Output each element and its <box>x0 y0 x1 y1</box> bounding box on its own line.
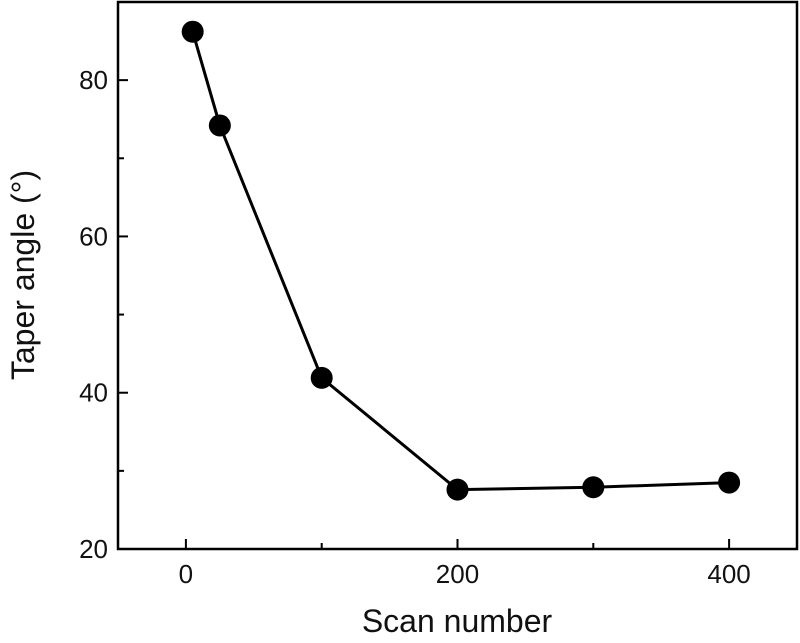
x-axis-title: Scan number <box>362 603 553 639</box>
x-tick-label: 400 <box>707 559 750 589</box>
x-tick-label: 200 <box>436 559 479 589</box>
data-point <box>310 366 333 389</box>
y-tick-label: 60 <box>79 221 108 251</box>
data-point <box>718 471 741 494</box>
y-tick-label: 20 <box>79 534 108 564</box>
y-axis-title: Taper angle (°) <box>5 170 41 380</box>
data-point <box>446 478 469 501</box>
y-tick-label: 40 <box>79 378 108 408</box>
data-point <box>181 20 204 43</box>
data-point <box>582 476 605 499</box>
x-tick-label: 0 <box>179 559 193 589</box>
plot-frame <box>116 0 799 551</box>
y-tick-label: 80 <box>79 65 108 95</box>
data-line <box>191 31 730 492</box>
data-point <box>208 114 231 137</box>
